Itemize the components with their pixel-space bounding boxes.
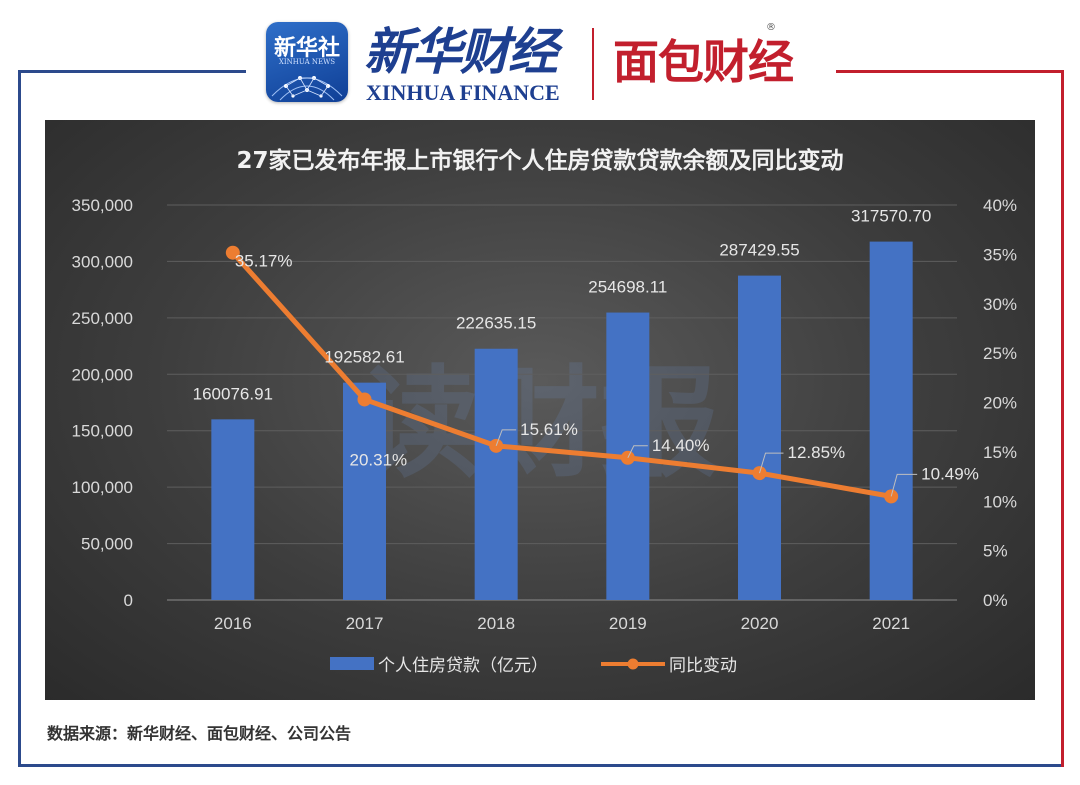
header: 新华社 XINHUA NEWS 新华财经 XINHUA FINANCE 面包财经… [0, 0, 1080, 115]
line-data-label: 35.17% [235, 252, 293, 271]
labels-layer: 160076.91 192582.61 222635.15 254698.11 2874… [193, 207, 979, 497]
y-right-tick-label: 30% [983, 295, 1017, 314]
line-data-label: 15.61% [520, 420, 578, 439]
legend: 个人住房贷款（亿元） 同比变动 [330, 656, 737, 676]
frame-left-line [18, 70, 21, 767]
line-data-label: 14.40% [652, 436, 710, 455]
line-point-2017 [357, 392, 372, 407]
y-right-tick-label: 40% [983, 196, 1017, 215]
bar-data-label: 317570.70 [851, 207, 931, 226]
line-label-leader [627, 445, 648, 459]
bar-data-label: 160076.91 [193, 384, 273, 403]
y-left-tick-label: 350,000 [72, 196, 133, 215]
y-right-tick-label: 15% [983, 443, 1017, 462]
y-right-tick-label: 5% [983, 542, 1008, 561]
xinhua-news-logo: 新华社 XINHUA NEWS [266, 22, 348, 102]
x-tick-label: 2017 [346, 614, 384, 633]
y-left-tick-label: 150,000 [72, 422, 133, 441]
bar-2021 [869, 241, 913, 600]
line-data-label: 10.49% [921, 464, 979, 483]
frame-top-right-line [836, 70, 1064, 73]
y-right-tick-label: 35% [983, 245, 1017, 264]
line-point-2016 [225, 245, 240, 260]
y-left-tick-label: 100,000 [72, 478, 133, 497]
xinhua-finance-logo-en: XINHUA FINANCE [366, 80, 560, 105]
y-right-tick-label: 10% [983, 492, 1017, 511]
y-right-tick-label: 20% [983, 394, 1017, 413]
registered-mark: ® [766, 22, 776, 33]
frame-top-left-line [18, 70, 246, 73]
globe-network-icon [271, 76, 343, 101]
legend-line-label: 同比变动 [669, 656, 737, 676]
legend-bar-label: 个人住房贷款（亿元） [378, 656, 548, 676]
yoy-change-line [230, 251, 892, 499]
x-tick-label: 2021 [872, 614, 910, 633]
line-data-label: 12.85% [788, 443, 846, 462]
y-left-tick-label: 300,000 [72, 252, 133, 271]
combo-chart: 读财报 27家已发布年报上市银行个人住房贷款贷款余额及同比变动 160076.9… [72, 147, 1017, 676]
legend-line-marker [627, 658, 639, 670]
bar-data-label: 192582.61 [324, 348, 404, 367]
line-layer [225, 245, 899, 504]
legend-bar-swatch [330, 657, 374, 670]
y-left-tick-label: 0 [124, 591, 133, 610]
bar-2016 [211, 419, 255, 600]
line-label-leader [890, 473, 918, 497]
mianbao-finance-logo: 面包财经 [613, 35, 794, 89]
frame-bottom-line [18, 764, 1064, 767]
badge-en-text: XINHUA NEWS [278, 58, 336, 66]
badge-cn-text: 新华社 [273, 36, 340, 61]
line-label-leader [759, 452, 784, 474]
y-left-tick-label: 250,000 [72, 309, 133, 328]
grid-layer [167, 204, 957, 601]
chart-title: 27家已发布年报上市银行个人住房贷款贷款余额及同比变动 [236, 147, 843, 174]
x-tick-label: 2019 [609, 614, 647, 633]
axes-layer: 0 50,000 100,000 150,000 200,000 250,000 300,0… [72, 196, 1017, 633]
bar-data-label: 287429.55 [719, 241, 799, 260]
bar-2017 [343, 382, 386, 600]
bar-data-label: 254698.11 [588, 278, 667, 297]
xinhua-finance-logo-cn: 新华财经 [364, 22, 558, 81]
line-data-label: 20.31% [350, 450, 408, 469]
bar-2020 [738, 275, 781, 600]
chart-panel: 读财报 27家已发布年报上市银行个人住房贷款贷款余额及同比变动 160076.9… [45, 120, 1035, 700]
bar-data-label: 222635.15 [456, 314, 536, 333]
watermark-text: 读财报 [360, 357, 720, 491]
y-left-tick-label: 200,000 [72, 365, 133, 384]
x-tick-label: 2018 [477, 614, 515, 633]
y-right-tick-label: 25% [983, 344, 1017, 363]
bar-2018 [474, 348, 518, 600]
y-left-tick-label: 50,000 [81, 535, 133, 554]
y-right-tick-label: 0% [983, 591, 1008, 610]
frame-right-line [1061, 70, 1064, 767]
x-tick-label: 2020 [741, 614, 779, 633]
line-label-leader [495, 429, 517, 447]
x-tick-label: 2016 [214, 614, 252, 633]
data-source-note: 数据来源：新华财经、面包财经、公司公告 [47, 724, 352, 743]
logo-divider [592, 28, 594, 100]
